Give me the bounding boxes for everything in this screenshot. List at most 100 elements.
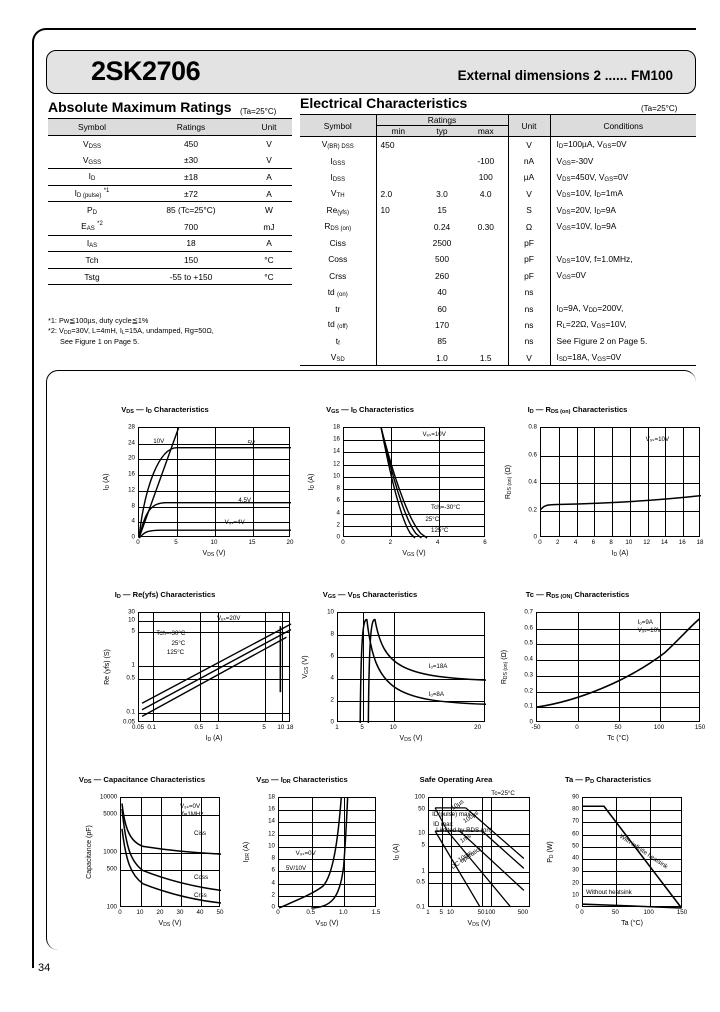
- amr-rating: 18: [136, 235, 246, 253]
- table-row: Ciss 2500 pF: [300, 234, 696, 252]
- table-row: Tch 150 °C: [48, 251, 292, 269]
- y-tick-label: 90: [572, 793, 579, 801]
- ec-min: [375, 169, 420, 186]
- plot-area: [536, 612, 700, 722]
- gridline-horizontal: [139, 713, 289, 715]
- ec-max: [464, 333, 508, 349]
- ec-unit: ns: [507, 300, 550, 317]
- gridline-horizontal: [139, 665, 289, 667]
- y-tick-label: 10: [268, 842, 275, 850]
- table-row: Coss 500 pF VDS=10V, f=1.0MHz,: [300, 251, 696, 268]
- y-tick-label: 12: [268, 830, 275, 838]
- gridline-horizontal: [344, 525, 484, 527]
- x-tick-label: 10: [210, 539, 218, 546]
- ec-min: [375, 251, 420, 268]
- y-tick-label: 2: [336, 521, 340, 529]
- y-tick-label: 0.1: [126, 708, 135, 716]
- x-tick-label: 6: [483, 539, 487, 546]
- table-row: tr 60 ns ID=9A, VDD=200V,: [300, 300, 696, 317]
- ec-max: [464, 251, 508, 267]
- chart-title: ID — RDS (on) Characteristics: [527, 405, 628, 415]
- ec-typ: 2500: [432, 238, 452, 249]
- ec-symbol: RDS (on): [324, 221, 352, 233]
- x-tick-label: 20: [286, 539, 294, 546]
- table-row: VGSS ±30 V: [48, 152, 292, 170]
- y-tick-label: 70: [572, 817, 579, 825]
- y-tick-label: 4: [271, 879, 275, 887]
- chart-annotation: Iₒ=8A: [428, 691, 444, 699]
- y-tick-label: 0.6: [524, 624, 533, 632]
- table-row: td (on) 40 ns: [300, 284, 696, 301]
- gridline-vertical: [576, 428, 578, 536]
- gridline-vertical: [265, 613, 267, 721]
- x-tick-label: 0: [276, 909, 280, 916]
- ec-typ: 0.24: [433, 221, 451, 232]
- electrical-characteristics-title: Electrical Characteristics: [300, 95, 468, 111]
- amr-symbol: VGSS: [48, 152, 136, 170]
- electrical-characteristics-table: Symbol Ratings Unit Conditions min typ m…: [300, 114, 696, 367]
- gridline-horizontal: [537, 644, 699, 646]
- chart-annotation: V₉ₛ=10V: [645, 435, 670, 443]
- gridline-horizontal: [344, 440, 484, 442]
- ec-condition: VDS=450V, VGS=0V: [549, 169, 696, 186]
- y-tick-label: 1: [421, 867, 425, 875]
- ec-condition: [549, 284, 696, 301]
- x-tick-label: 50: [611, 909, 619, 916]
- y-tick-label: 40: [572, 854, 579, 862]
- x-tick-label: 40: [196, 909, 204, 916]
- gridline-vertical: [363, 613, 365, 721]
- part-number: 2SK2706: [91, 56, 201, 86]
- chart-vgs-vds: VGS — VDS Characteristics 1 5 10 20 0 2 4 6 8 10 VD…: [265, 590, 487, 755]
- gridline-vertical: [253, 428, 254, 536]
- ec-condition: VGS=-30V: [549, 152, 696, 170]
- gridline-horizontal: [121, 869, 219, 871]
- plot-area: [343, 427, 485, 539]
- ec-max: [464, 284, 508, 300]
- y-tick-label: 20: [128, 454, 135, 462]
- ec-min: [375, 316, 420, 334]
- y-tick-label: 10000: [100, 793, 118, 801]
- x-tick-label: 1: [426, 909, 430, 916]
- ec-min: [375, 152, 420, 170]
- y-tick-label: 0.1: [416, 903, 425, 911]
- ec-symbol: V(BR) DSS: [321, 139, 354, 151]
- plot-area: [428, 797, 530, 908]
- ec-min: [375, 300, 420, 317]
- ec-min: 2.0: [375, 185, 420, 203]
- y-tick-label: 0.5: [416, 878, 425, 886]
- amr-symbol: PD: [87, 204, 97, 216]
- y-tick-label: 5: [131, 627, 135, 635]
- ec-condition: ID=100µA, VGS=0V: [549, 136, 696, 153]
- amr-unit: V: [266, 139, 272, 150]
- x-tick-label: 50: [614, 724, 622, 731]
- x-tick-label: 20: [474, 724, 482, 731]
- x-axis-label: VSD (V): [315, 920, 339, 928]
- x-tick-label: 2: [556, 539, 560, 546]
- gridline-vertical: [442, 798, 444, 906]
- gridline-horizontal: [583, 871, 681, 873]
- table-row: Crss 260 pF VGS=0V: [300, 267, 696, 285]
- gridline-horizontal: [541, 510, 699, 512]
- gridline-horizontal: [139, 620, 289, 622]
- ec-unit: V: [507, 185, 550, 203]
- y-tick-label: 28: [128, 423, 135, 431]
- gridline-horizontal: [121, 814, 219, 816]
- table-row: IAS 18 A: [48, 235, 292, 253]
- ec-condition: ISD=18A, VGS=0V: [549, 349, 696, 367]
- gridline-horizontal: [279, 871, 375, 873]
- ec-symbol: tf: [335, 335, 340, 347]
- ec-unit: pF: [507, 251, 550, 268]
- amr-col-ratings: Ratings: [136, 118, 246, 136]
- x-tick-label: 10: [136, 909, 144, 916]
- table-row: V(BR) DSS 450 V ID=100µA, VGS=0V: [300, 136, 696, 153]
- gridline-horizontal: [121, 853, 219, 854]
- gridline-vertical: [391, 428, 393, 536]
- x-tick-label: 14: [660, 539, 668, 546]
- ec-max: [464, 202, 508, 218]
- ec-min: [375, 234, 420, 252]
- gridline-horizontal: [541, 483, 699, 484]
- y-tick-label: 0.5: [126, 674, 135, 682]
- x-tick-label: 16: [678, 539, 686, 546]
- gridline-vertical: [660, 613, 661, 721]
- ec-min: [375, 284, 420, 301]
